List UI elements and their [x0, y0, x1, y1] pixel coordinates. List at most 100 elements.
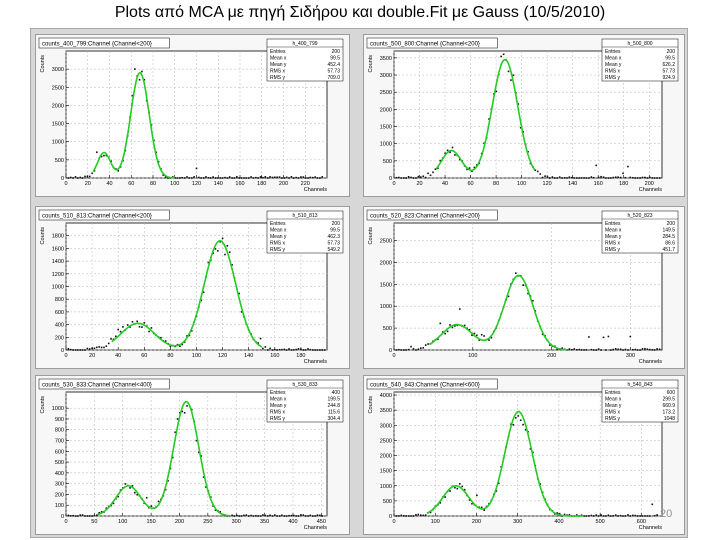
data-point: [651, 503, 654, 506]
data-point: [233, 177, 236, 179]
data-point: [264, 514, 267, 517]
data-point: [395, 349, 398, 351]
stats-value: 284.5: [662, 234, 675, 240]
chart-title: counts_520_823:Channel {Channel<200}: [370, 214, 480, 220]
data-point: [417, 513, 420, 516]
data-point: [169, 345, 172, 347]
chart-title: counts_500_800:Channel {Channel<200}: [370, 42, 480, 48]
stats-box: h_540_843 Entries 600 Mean x 299.5 Mean y 660.…: [601, 379, 679, 423]
data-point: [176, 177, 179, 179]
fit-curve: [96, 400, 231, 517]
data-point: [262, 347, 264, 350]
data-point: [495, 90, 498, 93]
data-point: [644, 347, 646, 350]
x-tick-label: 80: [150, 181, 156, 187]
stats-histogram-name: h_400_799: [292, 41, 317, 47]
data-point: [259, 337, 262, 340]
data-point: [240, 311, 243, 313]
data-point: [590, 348, 593, 351]
data-point: [607, 335, 610, 338]
x-tick-label: 220: [301, 181, 310, 187]
data-point: [558, 512, 561, 515]
stats-value: 200: [667, 221, 676, 227]
stats-value: 462.3: [327, 234, 340, 240]
y-tick-label: 1500: [380, 125, 392, 131]
data-point: [437, 338, 439, 341]
data-point: [575, 349, 578, 351]
data-point: [283, 348, 286, 351]
data-point: [402, 515, 405, 517]
data-point: [167, 479, 169, 482]
data-point: [407, 515, 410, 517]
data-point: [292, 177, 295, 179]
y-tick-label: 500: [383, 159, 392, 165]
data-point: [590, 514, 593, 517]
data-point: [231, 177, 233, 179]
data-point: [644, 176, 646, 179]
stats-key: Entries: [605, 390, 621, 396]
stats-value: 86.6: [665, 241, 675, 247]
data-point: [247, 515, 250, 517]
data-point: [473, 166, 476, 169]
data-point: [617, 176, 619, 178]
x-tick-label: 20: [416, 181, 422, 187]
data-point: [420, 514, 422, 516]
data-point: [79, 176, 82, 179]
data-point: [597, 348, 600, 350]
y-tick-label: 3000: [52, 67, 64, 73]
page-number: 20: [660, 508, 673, 520]
data-point: [602, 515, 605, 517]
data-point: [624, 515, 627, 517]
data-point: [72, 514, 74, 517]
y-tick-label: 1000: [380, 304, 392, 310]
data-point: [302, 176, 305, 178]
data-point: [529, 448, 532, 450]
stats-value: 452.4: [327, 62, 340, 68]
data-point: [150, 327, 153, 329]
data-point: [131, 484, 134, 487]
data-point: [300, 348, 302, 351]
data-point: [568, 176, 571, 178]
data-point: [614, 348, 617, 350]
data-point: [405, 515, 407, 517]
x-tick-label: 180: [257, 181, 266, 187]
data-point: [641, 515, 644, 517]
data-point: [283, 177, 286, 179]
data-point: [288, 348, 290, 350]
x-tick-label: 180: [296, 353, 305, 359]
data-point: [105, 507, 108, 510]
data-point: [283, 515, 286, 517]
y-tick-label: 0: [61, 176, 64, 182]
stats-key: Entries: [270, 221, 286, 227]
y-tick-label: 2000: [380, 260, 392, 266]
data-point: [69, 348, 72, 351]
data-point: [188, 177, 191, 179]
data-point: [202, 291, 205, 294]
stats-box: h_500_800 Entries 200 Mean x 99.5 Mean y 626.2…: [601, 38, 679, 82]
y-tick-label: 600: [55, 449, 64, 455]
data-point: [595, 349, 598, 351]
data-point: [398, 515, 400, 517]
stats-value: 57.73: [327, 69, 340, 75]
x-tick-label: 160: [594, 181, 603, 187]
data-point: [600, 514, 602, 516]
plot-panel-1: 0 500 1000 1500 2000 2500 3000 0 20 40 60 80 100 120 1…: [35, 34, 350, 197]
fit-curve: [426, 410, 584, 517]
stats-value: 626.2: [662, 62, 675, 68]
x-tick-label: 300: [626, 353, 635, 359]
data-point: [231, 514, 233, 517]
stats-value: 149.5: [662, 228, 675, 234]
data-point: [622, 172, 624, 175]
slide-title: Plots από MCA με πηγή Σιδήρου και double…: [114, 4, 606, 21]
data-point: [131, 94, 134, 97]
data-point: [395, 176, 398, 179]
data-point: [417, 175, 420, 178]
data-point: [549, 344, 551, 346]
data-point: [209, 177, 212, 179]
x-tick-label: 0: [64, 181, 67, 187]
data-point: [595, 514, 598, 516]
data-point: [590, 176, 593, 178]
stats-key: Mean x: [605, 228, 622, 234]
data-point: [439, 502, 442, 504]
x-tick-label: 200: [472, 519, 481, 525]
